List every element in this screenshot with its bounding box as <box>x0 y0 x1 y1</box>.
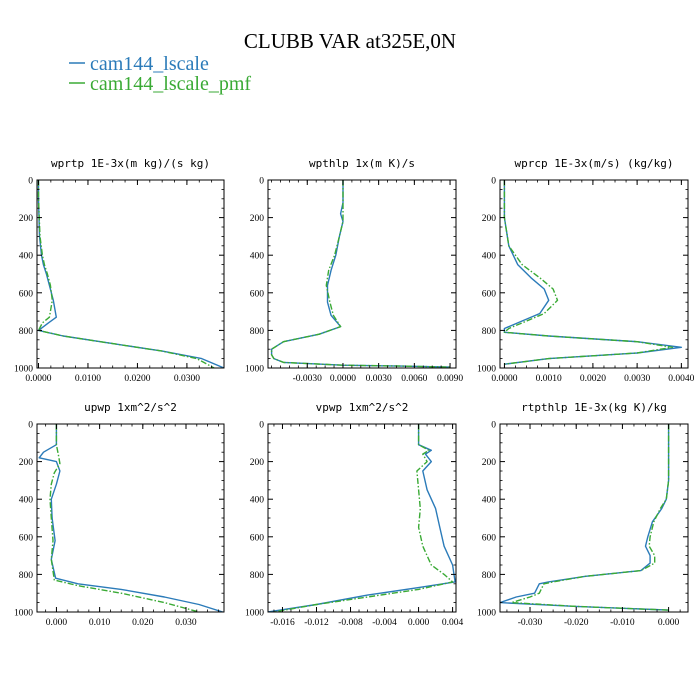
panel-0: wprtp 1E-3x(m kg)/(s kg) 0 200 400 600 800 100… <box>14 157 225 384</box>
x-tick-label: 0.0020 <box>580 374 606 384</box>
x-tick-label: 0.0090 <box>437 374 463 384</box>
panel-title: wpthlp 1x(m K)/s <box>309 157 415 170</box>
y-tick-label: 800 <box>19 327 34 337</box>
x-tick-label: -0.004 <box>372 618 397 628</box>
y-tick-label: 0 <box>491 177 496 187</box>
panel-title: wprtp 1E-3x(m kg)/(s kg) <box>51 157 210 170</box>
y-tick-label: 600 <box>250 289 265 299</box>
series-line-1 <box>49 424 200 612</box>
x-tick-label: 0.0030 <box>366 374 392 384</box>
y-tick-label: 200 <box>250 458 265 468</box>
x-tick-label: 0.0030 <box>624 374 650 384</box>
x-tick-label: -0.016 <box>270 618 295 628</box>
series-line-0 <box>37 180 224 368</box>
x-tick-label: 0.000 <box>46 618 68 628</box>
plot-frame <box>36 179 225 369</box>
plot-frame <box>267 179 457 369</box>
x-tick-label: 0.020 <box>132 618 154 628</box>
x-tick-label: 0.0000 <box>491 374 517 384</box>
panel-title: vpwp 1xm^2/s^2 <box>316 401 409 414</box>
panel-title: rtpthlp 1E-3x(kg K)/kg <box>521 401 667 414</box>
x-tick-label: 0.0060 <box>401 374 427 384</box>
legend: cam144_lscale cam144_lscale_pmf <box>69 53 251 95</box>
x-tick-label: 0.0000 <box>330 374 356 384</box>
y-tick-label: 200 <box>19 214 34 224</box>
x-tick-label: 0.000 <box>658 618 680 628</box>
panel-3: upwp 1xm^2/s^2 0 200 400 600 800 1000 0.000 0.01… <box>14 401 225 628</box>
panel-title: wprcp 1E-3x(m/s) (kg/kg) <box>515 157 674 170</box>
y-tick-label: 800 <box>19 571 34 581</box>
y-tick-label: 200 <box>19 458 34 468</box>
y-tick-label: 400 <box>250 252 265 262</box>
series-line-0 <box>38 424 223 612</box>
x-tick-label: 0.0000 <box>25 374 51 384</box>
x-tick-label: -0.012 <box>304 618 329 628</box>
x-tick-label: -0.020 <box>564 618 589 628</box>
y-tick-label: 1000 <box>245 365 264 375</box>
y-tick-label: 0 <box>28 421 33 431</box>
x-tick-label: 0.0040 <box>668 374 694 384</box>
y-tick-label: 400 <box>19 496 34 506</box>
x-tick-label: 0.000 <box>408 618 430 628</box>
x-tick-label: 0.004 <box>442 618 464 628</box>
x-tick-label: 0.0200 <box>124 374 150 384</box>
y-tick-label: 1000 <box>245 609 264 619</box>
plot-frame <box>499 423 689 613</box>
y-tick-label: 0 <box>259 421 264 431</box>
panel-5: rtpthlp 1E-3x(kg K)/kg 0 200 400 600 800 1000 -… <box>477 401 689 628</box>
series-line-1 <box>270 180 451 368</box>
x-tick-label: 0.0100 <box>75 374 101 384</box>
legend-label-lscale-pmf: cam144_lscale_pmf <box>90 73 251 95</box>
y-tick-label: 800 <box>482 571 497 581</box>
y-tick-label: 800 <box>482 327 497 337</box>
y-tick-label: 1000 <box>14 609 33 619</box>
y-tick-label: 400 <box>482 496 497 506</box>
panel-title: upwp 1xm^2/s^2 <box>84 401 177 414</box>
series-line-0 <box>500 424 670 611</box>
panel-2: wprcp 1E-3x(m/s) (kg/kg) 0 200 400 600 800 100… <box>477 157 695 384</box>
y-tick-label: 800 <box>250 571 265 581</box>
x-tick-label: 0.0010 <box>536 374 562 384</box>
y-tick-label: 200 <box>482 458 497 468</box>
x-tick-label: -0.030 <box>518 618 543 628</box>
y-tick-label: 200 <box>250 214 265 224</box>
panel-4: vpwp 1xm^2/s^2 0 200 400 600 800 1000 -0.016 -0.… <box>245 401 464 628</box>
y-tick-label: 0 <box>259 177 264 187</box>
y-tick-label: 200 <box>482 214 497 224</box>
x-tick-label: 0.0300 <box>174 374 200 384</box>
series-line-0 <box>503 180 683 365</box>
x-tick-label: 0.010 <box>89 618 111 628</box>
legend-label-lscale: cam144_lscale <box>90 53 209 75</box>
y-tick-label: 0 <box>28 177 33 187</box>
y-tick-label: 1000 <box>14 365 33 375</box>
y-tick-label: 400 <box>482 252 497 262</box>
figure-title: CLUBB VAR at325E,0N <box>244 29 456 53</box>
series-line-1 <box>510 424 670 611</box>
y-tick-label: 600 <box>482 289 497 299</box>
y-tick-label: 0 <box>491 421 496 431</box>
series-line-1 <box>273 424 454 612</box>
series-line-1 <box>37 180 215 368</box>
plot-frame <box>36 423 225 613</box>
series-line-0 <box>268 424 456 612</box>
y-tick-label: 400 <box>19 252 34 262</box>
y-tick-label: 600 <box>19 289 34 299</box>
x-tick-label: -0.0030 <box>293 374 323 384</box>
y-tick-label: 600 <box>250 533 265 543</box>
plot-frame <box>499 179 689 369</box>
y-tick-label: 400 <box>250 496 265 506</box>
y-tick-label: 600 <box>482 533 497 543</box>
panel-1: wpthlp 1x(m K)/s 0 200 400 600 800 1000 -0.0030… <box>245 157 463 384</box>
y-tick-label: 1000 <box>477 609 496 619</box>
series-line-1 <box>503 180 674 365</box>
x-tick-label: -0.010 <box>610 618 635 628</box>
x-tick-label: -0.008 <box>338 618 363 628</box>
y-tick-label: 600 <box>19 533 34 543</box>
y-tick-label: 1000 <box>477 365 496 375</box>
x-tick-label: 0.030 <box>175 618 197 628</box>
panels: wprtp 1E-3x(m kg)/(s kg) 0 200 400 600 800 100… <box>14 157 695 628</box>
y-tick-label: 800 <box>250 327 265 337</box>
